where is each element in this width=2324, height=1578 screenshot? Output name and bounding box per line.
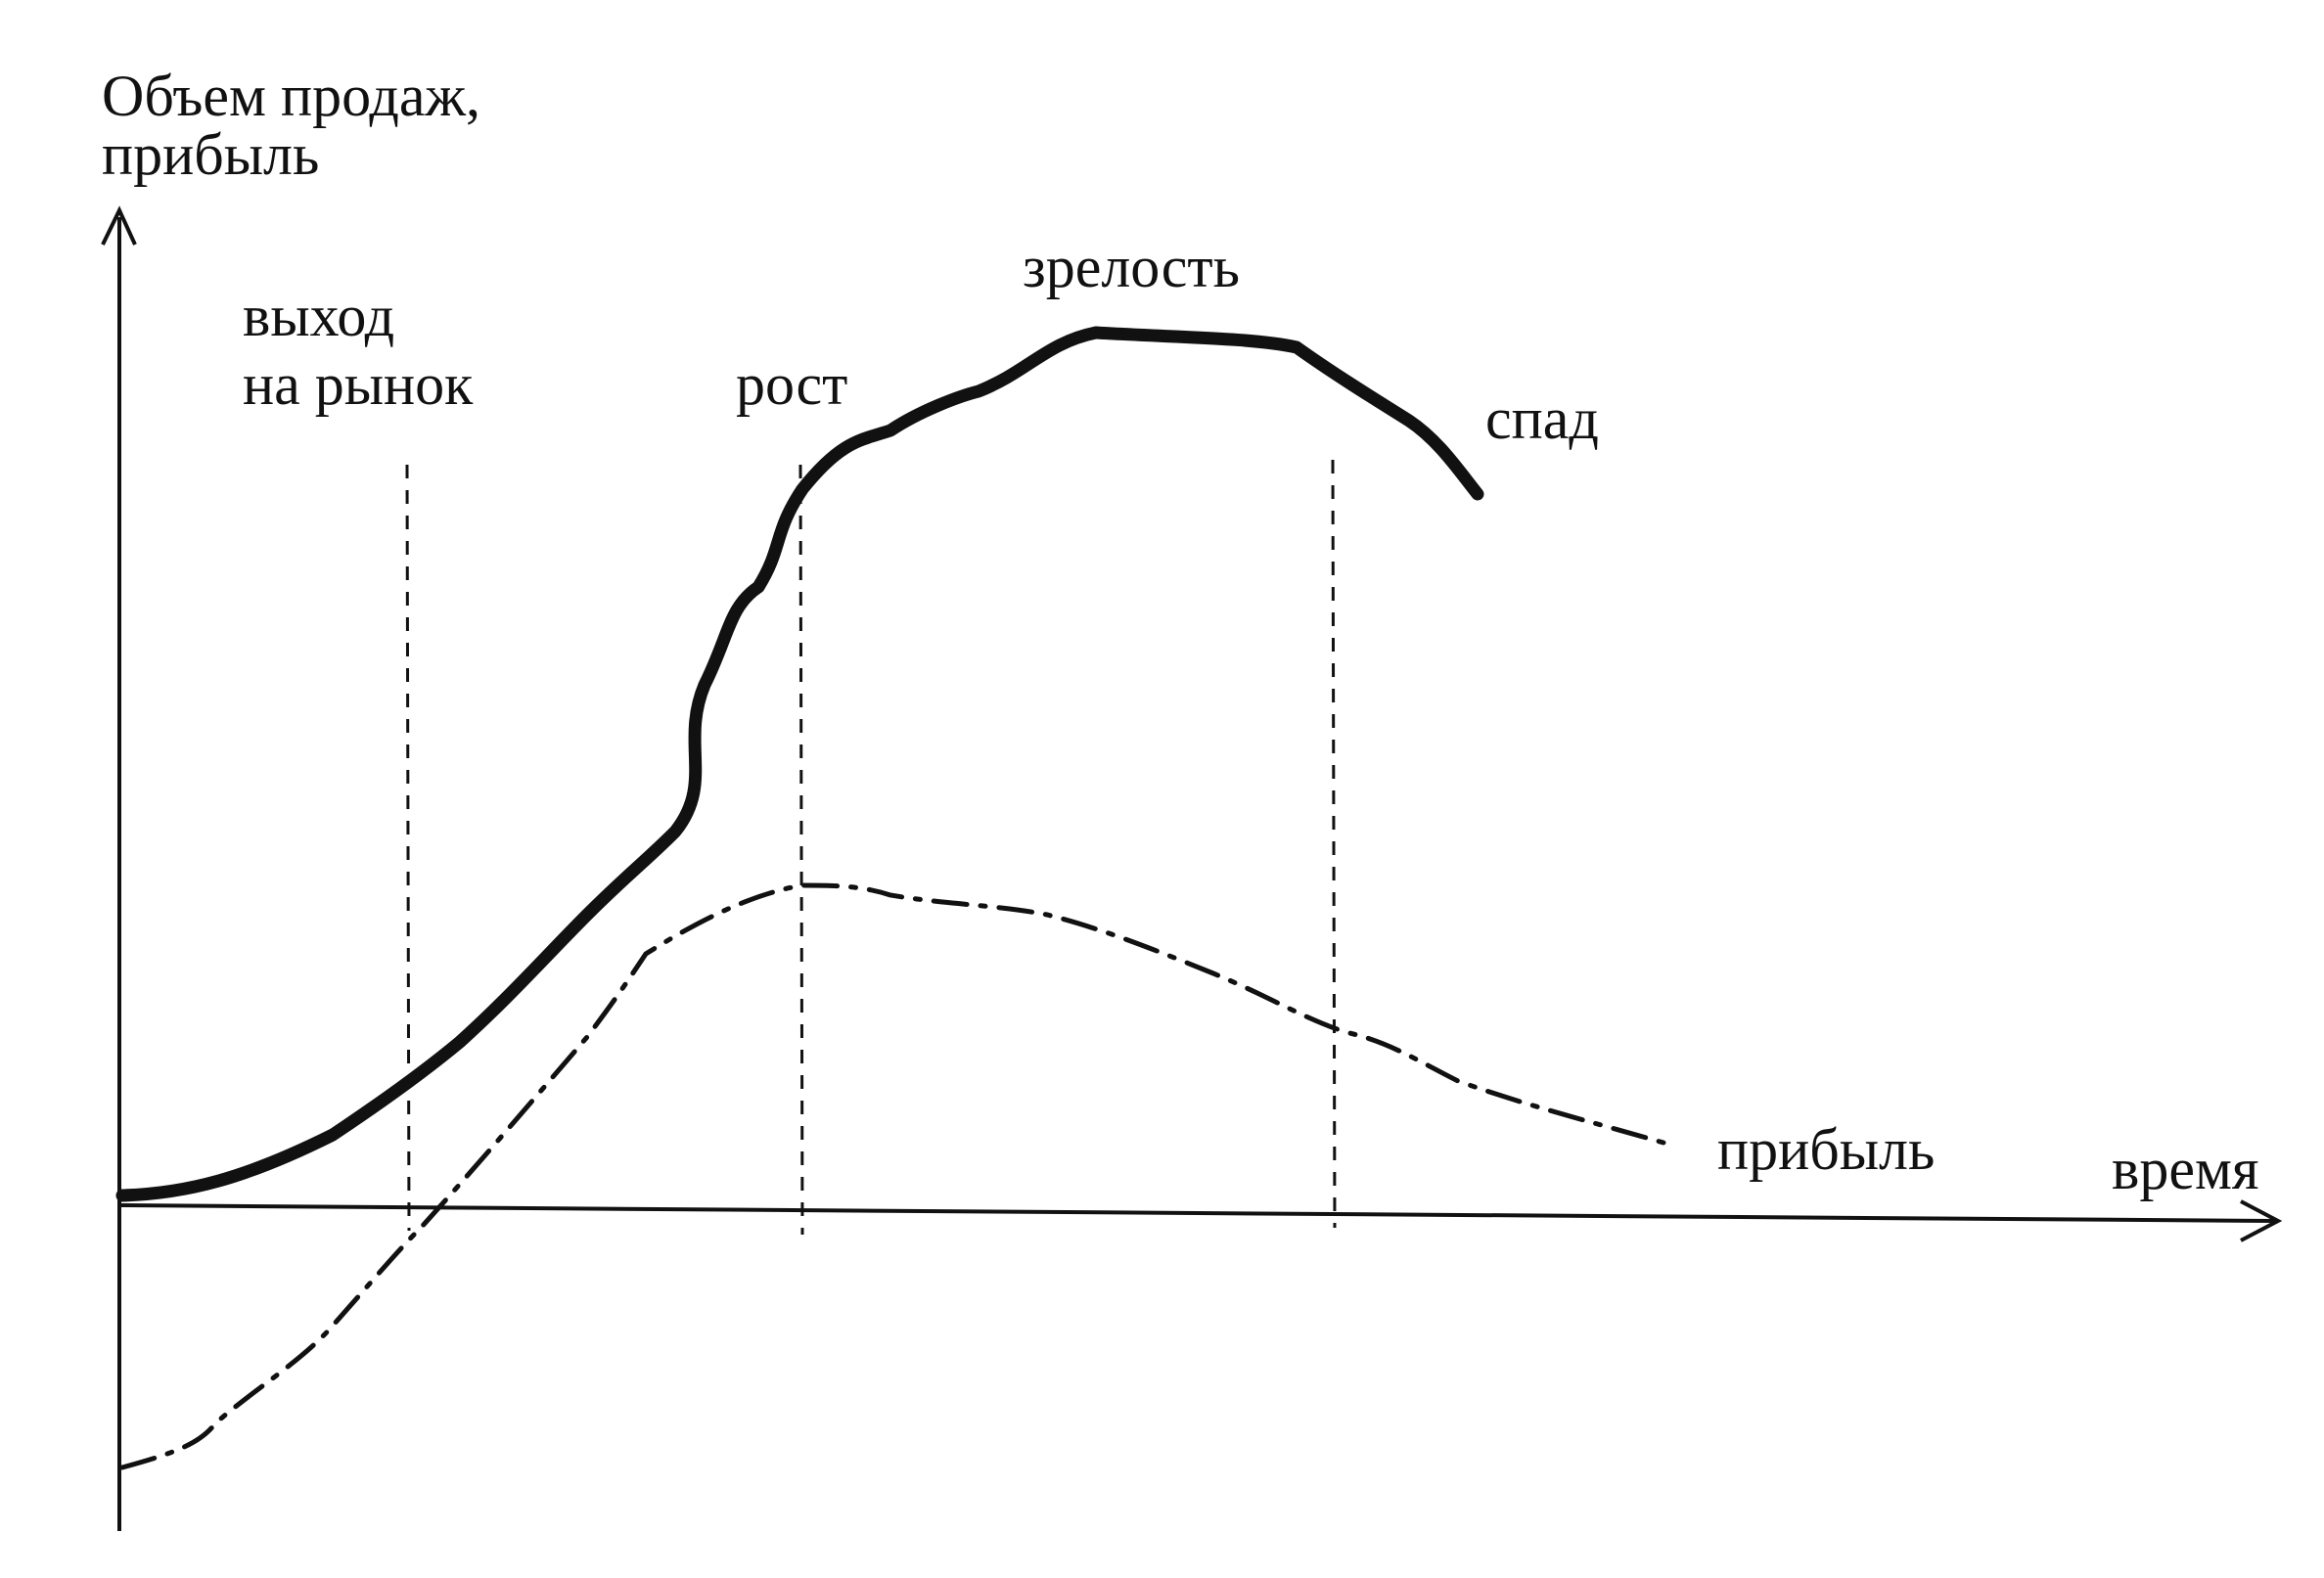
- stage-maturity-label: зрелость: [1023, 235, 1240, 299]
- profit-curve: [119, 882, 1666, 1470]
- stage-launch-label: выход на рынок: [243, 284, 474, 417]
- profit-curve-label: прибыль: [1717, 1117, 1935, 1182]
- y-axis-label: Объем продаж, прибыль: [102, 64, 495, 187]
- y-axis-label-line-1: Объем продаж,: [102, 64, 480, 128]
- stage-growth-label: рост: [736, 352, 847, 417]
- stage-launch-label-line-1: выход: [243, 284, 394, 348]
- y-axis-arrowhead: [101, 205, 137, 246]
- launch-growth-divider: [405, 464, 411, 1232]
- stage-launch-label-line-2: на рынок: [243, 352, 474, 417]
- maturity-decline-divider: [1331, 459, 1337, 1229]
- x-axis-label: время: [2112, 1137, 2259, 1201]
- sales-volume-curve: [115, 326, 1484, 1202]
- stage-decline-label: спад: [1485, 386, 1599, 451]
- growth-maturity-divider: [798, 464, 804, 1236]
- x-axis: [118, 1203, 2276, 1223]
- y-axis-label-line-2: прибыль: [102, 122, 319, 187]
- x-axis-arrowhead: [2240, 1199, 2283, 1242]
